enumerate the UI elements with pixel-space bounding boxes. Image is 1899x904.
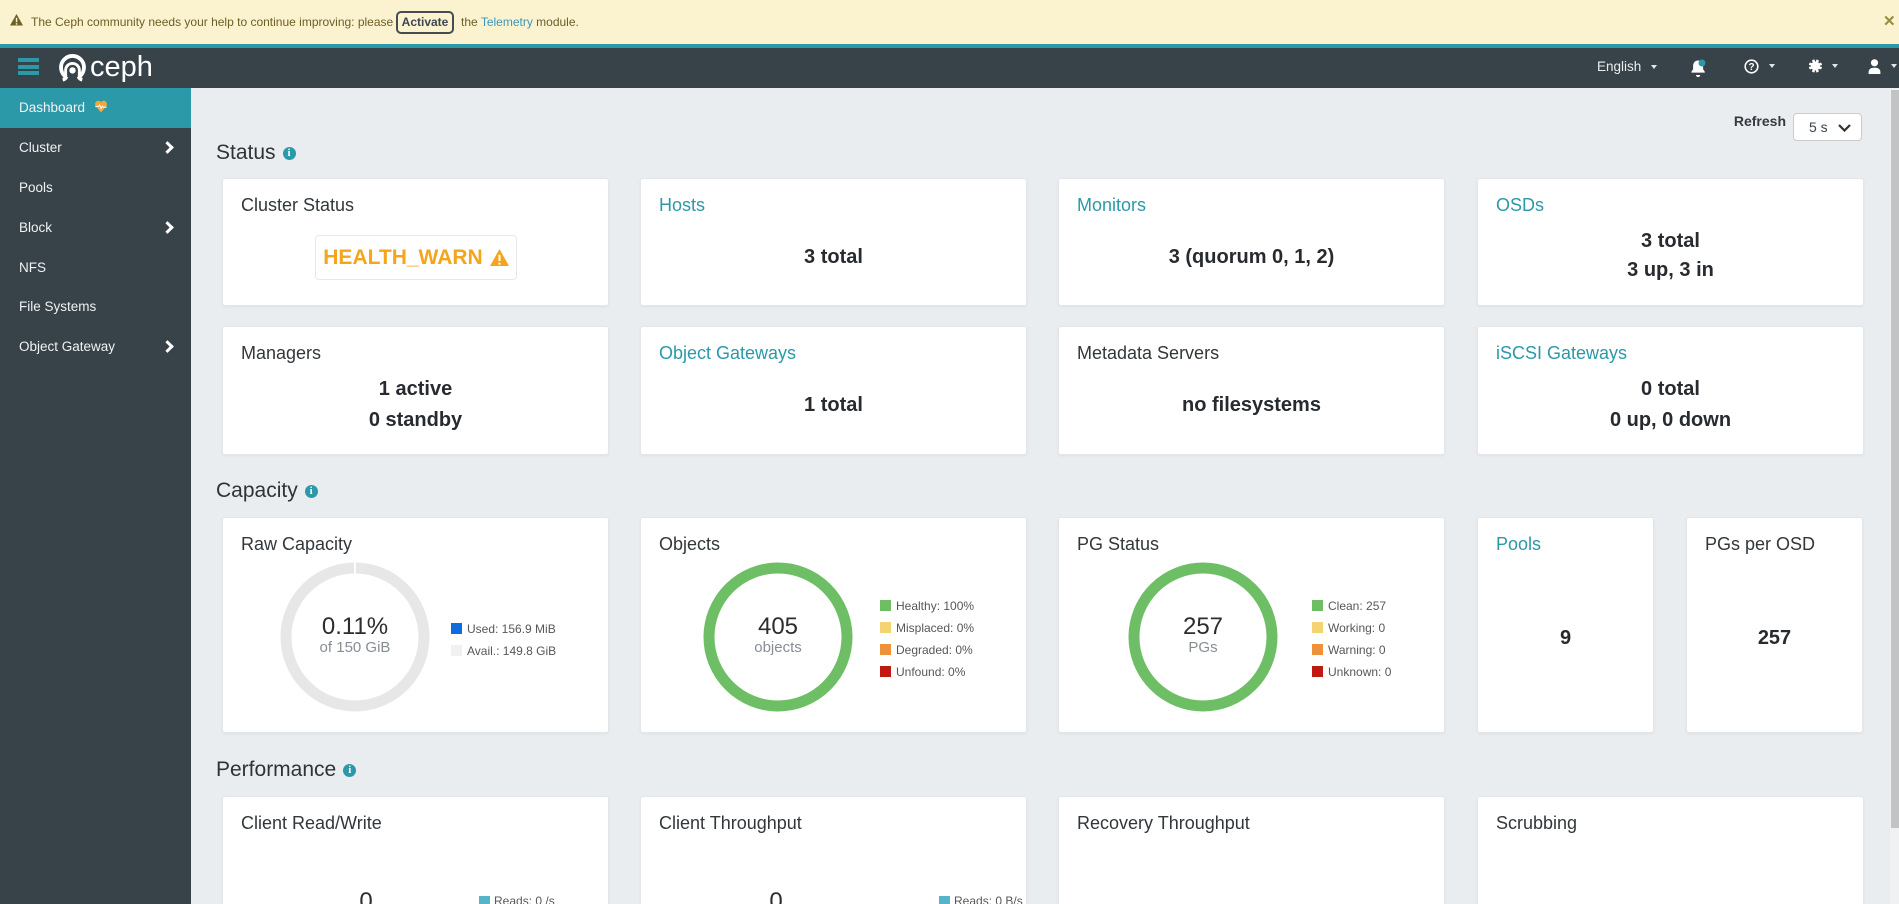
svg-text:?: ? — [1748, 62, 1754, 73]
